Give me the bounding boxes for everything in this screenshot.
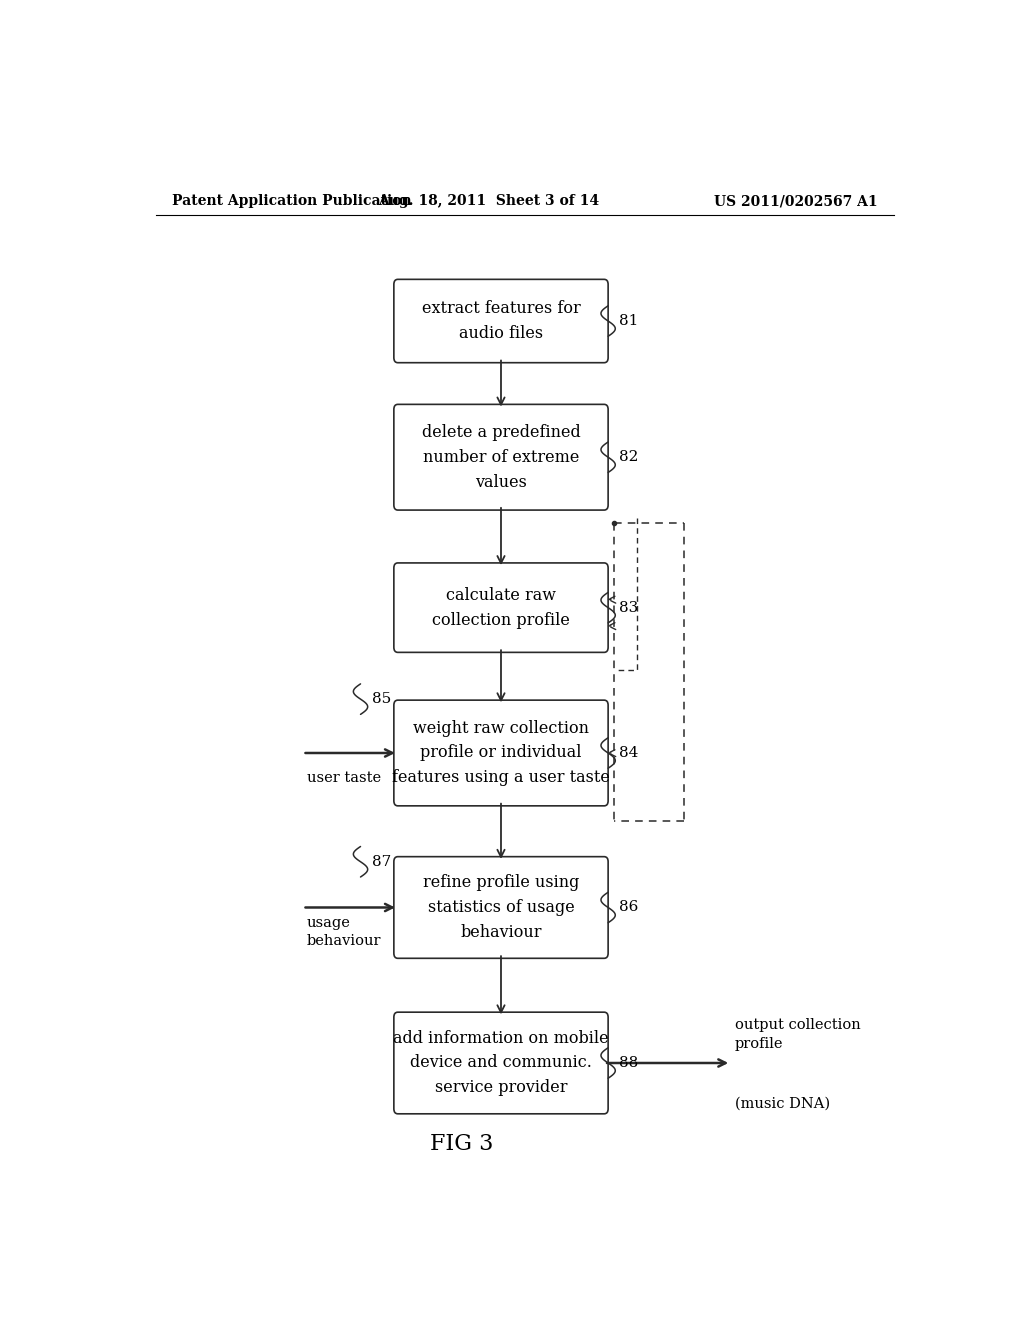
- Text: output collection
profile: output collection profile: [735, 1018, 861, 1051]
- Text: extract features for
audio files: extract features for audio files: [422, 300, 581, 342]
- FancyBboxPatch shape: [394, 857, 608, 958]
- Text: (music DNA): (music DNA): [735, 1097, 830, 1110]
- FancyBboxPatch shape: [394, 700, 608, 805]
- FancyBboxPatch shape: [394, 562, 608, 652]
- Text: weight raw collection
profile or individual
features using a user taste: weight raw collection profile or individ…: [392, 719, 610, 787]
- Text: 81: 81: [620, 314, 639, 329]
- Text: user taste: user taste: [306, 771, 381, 785]
- Text: US 2011/0202567 A1: US 2011/0202567 A1: [715, 194, 878, 209]
- Text: 83: 83: [620, 601, 639, 615]
- Text: 82: 82: [620, 450, 639, 465]
- Text: FIG 3: FIG 3: [430, 1134, 493, 1155]
- FancyBboxPatch shape: [394, 404, 608, 510]
- Text: 88: 88: [620, 1056, 639, 1071]
- Text: 85: 85: [372, 692, 391, 706]
- Text: 84: 84: [620, 746, 639, 760]
- Text: refine profile using
statistics of usage
behaviour: refine profile using statistics of usage…: [423, 874, 580, 941]
- Text: calculate raw
collection profile: calculate raw collection profile: [432, 587, 570, 628]
- Text: Aug. 18, 2011  Sheet 3 of 14: Aug. 18, 2011 Sheet 3 of 14: [379, 194, 600, 209]
- Text: 87: 87: [372, 855, 391, 869]
- Text: usage
behaviour: usage behaviour: [306, 916, 381, 948]
- FancyBboxPatch shape: [394, 1012, 608, 1114]
- FancyBboxPatch shape: [394, 280, 608, 363]
- Text: add information on mobile
device and communic.
service provider: add information on mobile device and com…: [393, 1030, 609, 1097]
- Text: 86: 86: [620, 900, 639, 915]
- Text: Patent Application Publication: Patent Application Publication: [172, 194, 412, 209]
- Text: delete a predefined
number of extreme
values: delete a predefined number of extreme va…: [422, 424, 581, 491]
